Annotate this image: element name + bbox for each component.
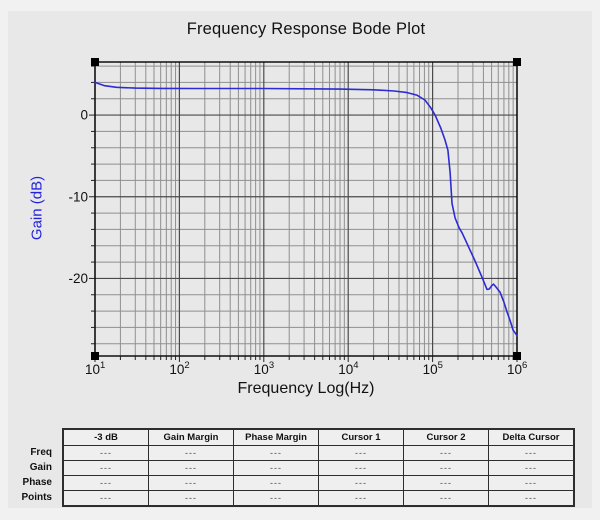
table-row: --- --- --- --- --- ---: [62, 475, 575, 491]
x-tick-labels: 101 102 103 104 105 106: [85, 360, 527, 377]
table-row-label: Phase: [22, 477, 52, 488]
x-tick-label: 101: [85, 360, 105, 377]
x-tick-label: 106: [507, 360, 527, 377]
table-cell: ---: [488, 490, 575, 507]
resize-handle[interactable]: [513, 58, 521, 66]
bode-plot-graph[interactable]: 101 102 103 104 105 106 0 -10 -20: [0, 0, 600, 412]
table-cell: ---: [403, 475, 489, 491]
table-column-header: Delta Cursor: [488, 428, 575, 446]
table-cell: ---: [233, 460, 319, 476]
measurement-table: -3 dB Gain Margin Phase Margin Cursor 1 …: [62, 428, 575, 507]
table-cell: ---: [403, 460, 489, 476]
table-row-label: Points: [21, 492, 52, 503]
y-axis-title: Gain (dB): [28, 175, 46, 241]
table-cell: ---: [233, 475, 319, 491]
table-cell: ---: [318, 445, 404, 461]
table-cell: ---: [403, 490, 489, 507]
y-tick-labels: 0 -10 -20: [68, 108, 88, 286]
table-cell: ---: [148, 490, 234, 507]
table-cell: ---: [403, 445, 489, 461]
table-cell: ---: [148, 460, 234, 476]
grid-minor: [95, 62, 517, 356]
table-cell: ---: [148, 475, 234, 491]
table-column-header: Phase Margin: [233, 428, 319, 446]
table-header-row: -3 dB Gain Margin Phase Margin Cursor 1 …: [62, 428, 575, 446]
table-row: --- --- --- --- --- ---: [62, 445, 575, 461]
x-tick-label: 102: [169, 360, 189, 377]
plot-frame: [94, 61, 518, 357]
table-row-labels: Freq Gain Phase Points: [0, 445, 57, 505]
table-cell: ---: [233, 490, 319, 507]
chart-title: Frequency Response Bode Plot: [186, 20, 426, 38]
table-cell: ---: [318, 490, 404, 507]
front-panel: [8, 11, 592, 508]
resize-handle[interactable]: [513, 352, 521, 360]
y-tick-label: 0: [80, 108, 88, 123]
table-row: --- --- --- --- --- ---: [62, 460, 575, 476]
table-column-header: -3 dB: [62, 428, 149, 446]
table-column-header: Cursor 1: [318, 428, 404, 446]
y-tick-label: -20: [68, 271, 88, 286]
y-tick-label: -10: [68, 189, 88, 204]
x-tick-label: 103: [254, 360, 274, 377]
gain-curve: [94, 81, 518, 337]
table-row-label: Freq: [30, 447, 52, 458]
table-row-label: Gain: [29, 462, 52, 473]
table-cell: ---: [148, 445, 234, 461]
table-cell: ---: [62, 460, 149, 476]
table-column-header: Gain Margin: [148, 428, 234, 446]
table-cell: ---: [62, 490, 149, 507]
x-tick-label: 105: [423, 360, 443, 377]
table-column-header: Cursor 2: [403, 428, 489, 446]
table-cell: ---: [318, 475, 404, 491]
x-axis-title: Frequency Log(Hz): [237, 380, 375, 397]
table-cell: ---: [62, 445, 149, 461]
table-cell: ---: [233, 445, 319, 461]
table-cell: ---: [318, 460, 404, 476]
x-tick-label: 104: [338, 360, 358, 377]
table-cell: ---: [488, 445, 575, 461]
table-row: --- --- --- --- --- ---: [62, 490, 575, 507]
table-cell: ---: [488, 460, 575, 476]
resize-handle[interactable]: [91, 352, 99, 360]
resize-handle[interactable]: [91, 58, 99, 66]
table-cell: ---: [488, 475, 575, 491]
table-cell: ---: [62, 475, 149, 491]
axis-ticks: [89, 65, 518, 362]
